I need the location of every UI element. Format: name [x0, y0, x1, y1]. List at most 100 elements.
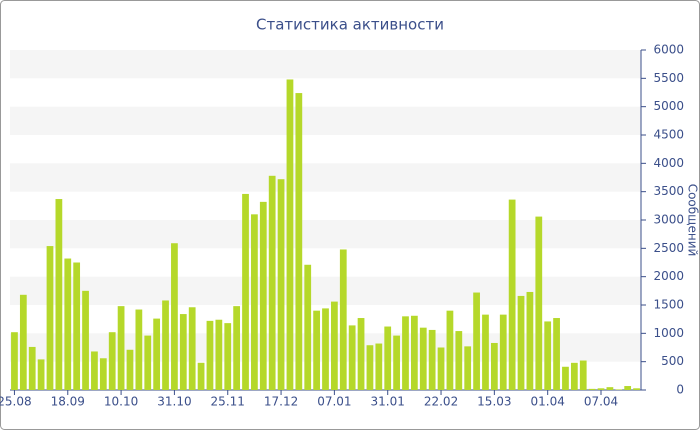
bar [126, 349, 134, 390]
bar [526, 291, 534, 390]
x-tick-label: 17.12 [264, 395, 298, 409]
bar [188, 307, 196, 390]
bar [570, 362, 578, 390]
bar [366, 345, 374, 390]
bar [162, 300, 169, 390]
x-tick-label: 22.02 [424, 395, 458, 409]
bar [251, 214, 258, 390]
x-tick-label: 25.11 [211, 395, 245, 409]
bar [108, 332, 116, 390]
y-tick-label: 1500 [653, 298, 684, 312]
bar [473, 292, 480, 390]
x-tick-label: 01.04 [531, 395, 565, 409]
chart-title: Статистика активности [256, 16, 444, 34]
y-tick-label: 500 [661, 354, 684, 368]
bar [482, 314, 489, 390]
bar [375, 343, 383, 390]
bar [633, 388, 640, 390]
x-tick-label: 07.04 [584, 395, 618, 409]
bar [224, 323, 232, 390]
bar [313, 310, 320, 390]
y-tick-label: 4000 [653, 156, 684, 170]
bar [553, 318, 560, 390]
bar [446, 310, 454, 390]
bar [562, 366, 569, 390]
grid-band [10, 106, 641, 135]
bar [233, 306, 241, 390]
bar [357, 318, 365, 390]
bar [579, 360, 587, 390]
bar [215, 319, 223, 390]
bar [437, 347, 445, 390]
bar [242, 193, 249, 390]
x-tick-label: 31.10 [157, 395, 191, 409]
bar [464, 346, 472, 390]
bar [304, 264, 312, 390]
grid-band [10, 50, 641, 79]
bar [144, 335, 152, 390]
bar [419, 327, 427, 390]
bar [206, 320, 214, 390]
bar [19, 294, 27, 390]
y-tick-label: 0 [676, 383, 684, 397]
x-tick-label: 31.01 [371, 395, 405, 409]
bar [322, 308, 329, 390]
y-tick-label: 1000 [653, 326, 684, 340]
bar [28, 346, 36, 390]
bar [277, 179, 285, 390]
bar [393, 335, 400, 390]
bar [82, 290, 89, 390]
x-tick-label: 25.08 [0, 395, 32, 409]
y-tick-label: 5500 [653, 71, 684, 85]
bar [259, 201, 267, 390]
bar [535, 216, 543, 390]
bar [11, 332, 18, 390]
bar [615, 389, 623, 390]
bar [544, 321, 552, 390]
bar [331, 301, 338, 390]
bar [348, 325, 356, 390]
y-tick-label: 2500 [653, 241, 684, 255]
bar [153, 318, 161, 390]
y-tick-label: 2000 [653, 269, 684, 283]
bar [179, 314, 187, 390]
bar [117, 306, 125, 390]
grid-band [10, 220, 641, 249]
bar [402, 316, 409, 390]
y-tick-label: 3500 [653, 184, 684, 198]
y-tick-label: 5000 [653, 99, 684, 113]
bar [455, 331, 463, 390]
x-tick-label: 15.03 [477, 395, 511, 409]
y-tick-label: 4500 [653, 128, 684, 142]
bar [268, 175, 276, 390]
bar [517, 295, 525, 390]
bar [428, 329, 436, 390]
bar [55, 199, 63, 390]
y-tick-label: 3000 [653, 213, 684, 227]
y-axis-label: Сообщений [686, 184, 700, 257]
bar [197, 362, 205, 390]
bar [37, 359, 45, 390]
grid-band [10, 276, 641, 305]
x-tick-label: 07.01 [317, 395, 351, 409]
bar [46, 246, 54, 390]
bar [499, 314, 507, 390]
bar [286, 79, 294, 390]
x-tick-label: 18.09 [51, 395, 85, 409]
bar [597, 388, 605, 390]
bar [508, 199, 516, 390]
y-tick-label: 6000 [653, 43, 684, 57]
bar [588, 388, 596, 390]
bar [64, 258, 72, 390]
x-tick-label: 10.10 [104, 395, 138, 409]
bar [171, 243, 178, 390]
bar [624, 386, 632, 390]
grid-band [10, 163, 641, 192]
bar [410, 315, 418, 390]
bar [73, 262, 81, 390]
bar [99, 358, 107, 390]
bar [295, 93, 303, 391]
bar [490, 342, 498, 390]
bar [135, 309, 143, 390]
